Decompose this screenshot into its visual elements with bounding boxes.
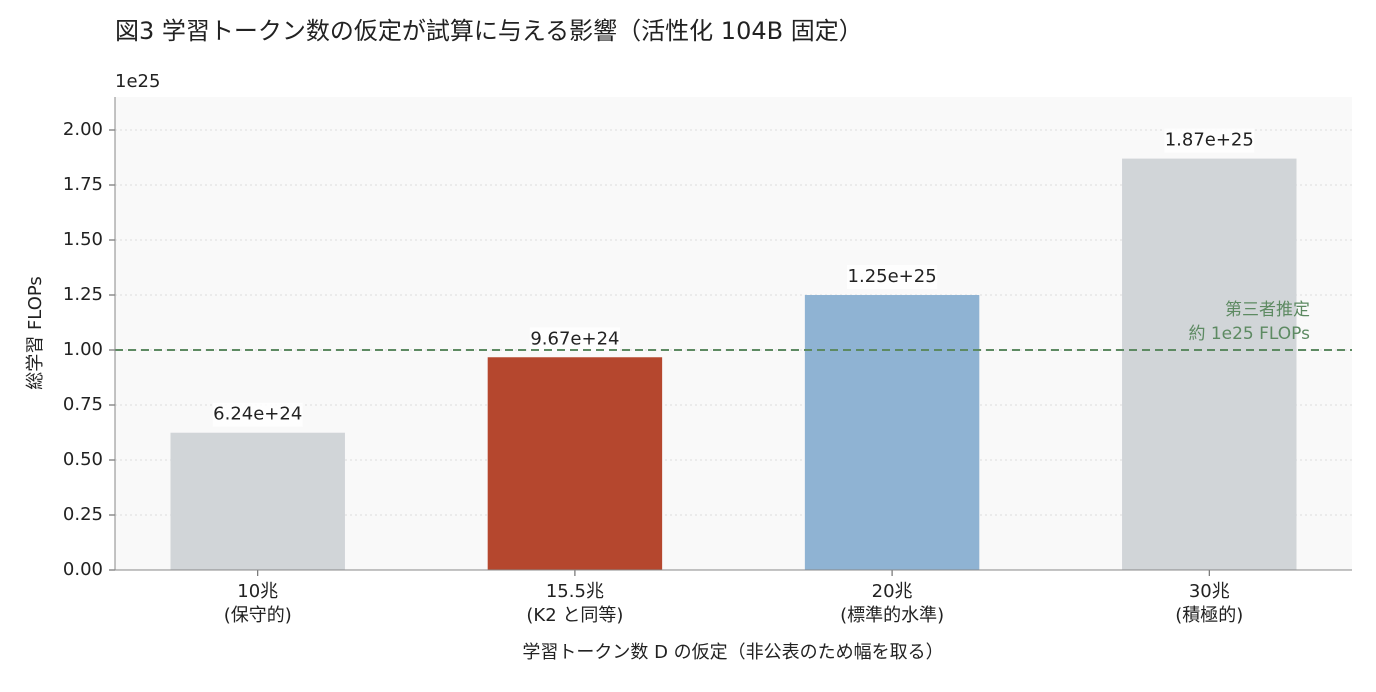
value-label-background (847, 265, 938, 289)
bar (1122, 158, 1297, 570)
reference-label: 第三者推定 (1225, 300, 1310, 320)
y-tick-label: 1.75 (63, 174, 103, 195)
x-tick-label: (保守的) (224, 605, 292, 626)
x-tick-label: 20兆 (872, 581, 913, 602)
x-axis-label: 学習トークン数 D の仮定（非公表のため幅を取る） (522, 642, 943, 663)
value-label: 1.25e+25 (848, 266, 937, 287)
value-label-background (529, 327, 620, 352)
y-tick-label: 1.00 (63, 339, 103, 360)
value-label: 6.24e+24 (213, 404, 302, 425)
value-label-background (212, 402, 303, 427)
reference-label: 約 1e25 FLOPs (1188, 324, 1310, 344)
x-tick-label: (積極的) (1175, 605, 1243, 626)
x-tick-label: (標準的水準) (840, 605, 944, 626)
chart-title: 図3 学習トークン数の仮定が試算に与える影響（活性化 104B 固定） (115, 17, 863, 45)
y-tick-label: 0.75 (63, 394, 103, 415)
bar (487, 357, 663, 570)
y-tick-label: 0.25 (63, 504, 103, 525)
y-tick-label: 1.50 (63, 229, 103, 250)
value-label: 9.67e+24 (530, 328, 619, 349)
y-tick-label: 2.00 (63, 119, 103, 140)
bar (170, 432, 345, 570)
x-tick-label: 15.5兆 (546, 581, 604, 602)
x-tick-label: 30兆 (1189, 581, 1230, 602)
y-axis-label: 総学習 FLOPs (25, 276, 46, 390)
y-tick-label: 0.00 (63, 559, 103, 580)
value-label: 1.87e+25 (1165, 130, 1254, 151)
value-label-background (1164, 128, 1255, 153)
y-offset-label: 1e25 (115, 71, 160, 92)
x-tick-label: 10兆 (237, 581, 278, 602)
y-tick-label: 0.50 (63, 449, 103, 470)
x-tick-label: (K2 と同等) (526, 605, 623, 626)
y-tick-label: 1.25 (63, 284, 103, 305)
bar (804, 295, 980, 570)
